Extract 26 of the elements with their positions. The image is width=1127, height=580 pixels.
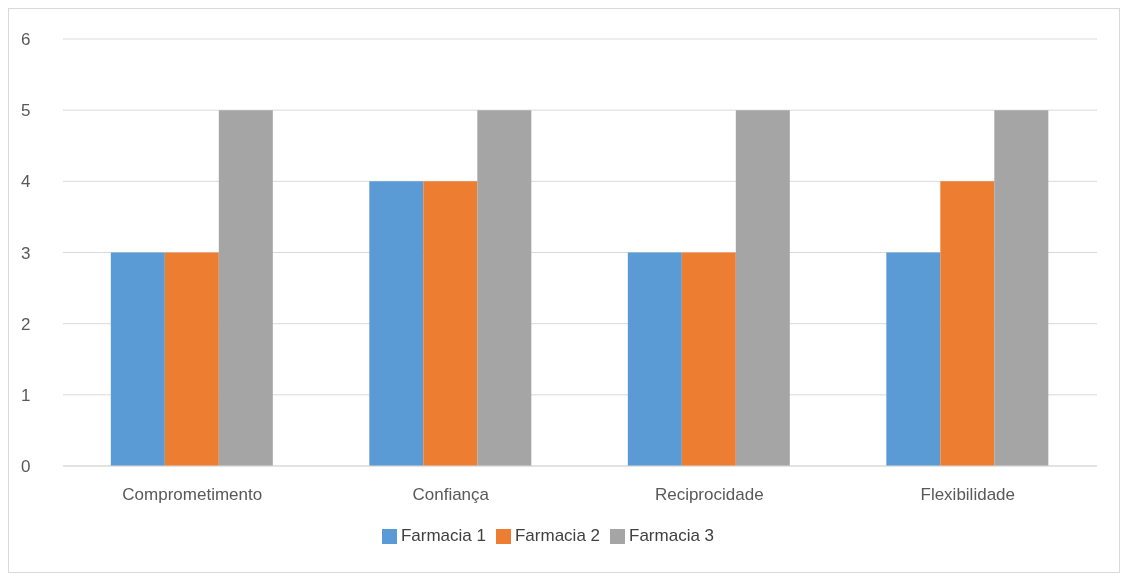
bar — [477, 110, 532, 466]
y-tick-label: 2 — [21, 314, 31, 334]
legend-label: Farmacia 3 — [629, 526, 715, 545]
bar — [994, 110, 1049, 466]
bar — [735, 110, 790, 466]
x-tick-label: Flexibilidade — [920, 485, 1015, 505]
bar — [423, 181, 478, 466]
y-tick-label: 4 — [21, 172, 31, 192]
bar — [627, 252, 682, 466]
x-tick-label: Comprometimento — [122, 485, 263, 505]
bar — [940, 181, 995, 466]
x-tick-label: Confiança — [412, 485, 490, 505]
bar — [369, 181, 424, 466]
legend-label: Farmacia 2 — [514, 526, 601, 545]
bar — [164, 252, 219, 466]
x-tick-label: Reciprocidade — [654, 485, 764, 505]
y-tick-label: 0 — [21, 457, 31, 477]
y-tick-label: 5 — [21, 101, 31, 121]
legend-label: Farmacia 1 — [400, 526, 486, 545]
bar — [218, 110, 273, 466]
y-tick-label: 6 — [21, 30, 31, 50]
y-tick-label: 1 — [21, 385, 31, 405]
y-tick-label: 3 — [21, 243, 31, 263]
bar — [681, 252, 736, 466]
bar — [886, 252, 941, 466]
bar — [110, 252, 165, 466]
